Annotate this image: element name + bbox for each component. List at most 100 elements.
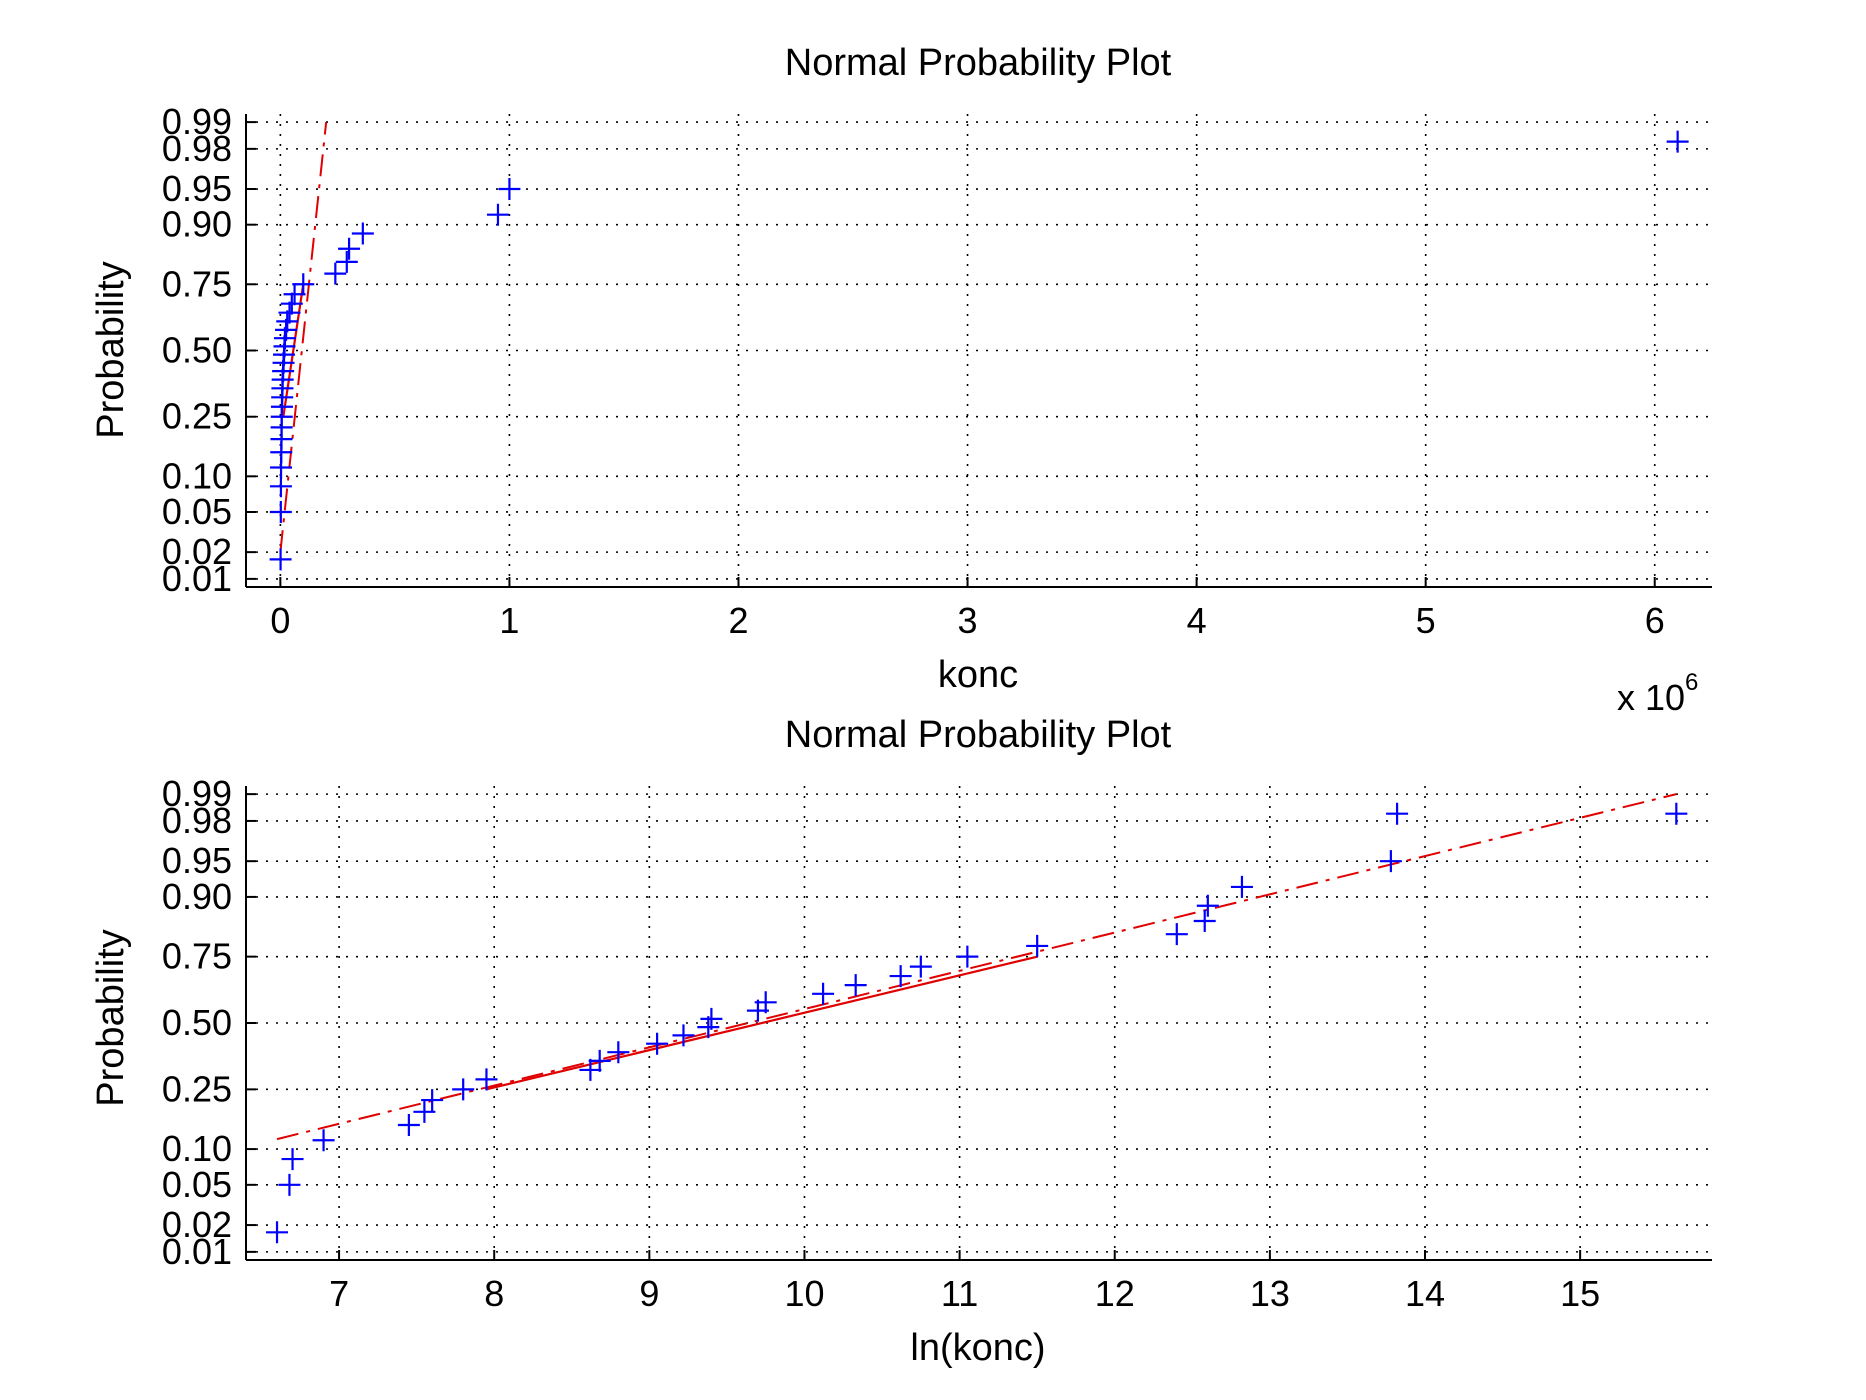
top-plot-y-tick-label: 0.95 <box>162 168 232 209</box>
top-plot-x-multiplier: x 106 <box>1617 669 1698 718</box>
x-multiplier-base: x 10 <box>1617 677 1685 718</box>
bottom-plot-y-tick-label: 0.95 <box>162 840 232 881</box>
top-plot-data-point <box>486 203 509 226</box>
top-plot-data-point <box>351 222 374 245</box>
bottom-plot-x-tick-label: 12 <box>1095 1273 1135 1314</box>
bottom-plot-data-point <box>1230 875 1253 898</box>
top-plot-data-point <box>275 318 298 341</box>
bottom-plot-y-tick-label: 0.90 <box>162 876 232 917</box>
bottom-plot-data-point <box>421 1089 444 1112</box>
top-plot-x-tick-label: 6 <box>1645 600 1665 641</box>
top-plot-data-point <box>292 273 315 296</box>
top-plot-title: Normal Probability Plot <box>785 42 1172 84</box>
top-plot-x-tick-labels: 0 1 2 3 4 5 6 <box>270 600 1664 641</box>
bottom-plot-grid <box>246 786 1712 1260</box>
top-plot-data-point <box>283 283 306 306</box>
bottom-plot-y-tick-label: 0.75 <box>162 936 232 977</box>
top-plot-x-tick-label: 3 <box>958 600 978 641</box>
bottom-plot-data-point <box>672 1024 695 1047</box>
top-plot-y-tick-label: 0.02 <box>162 531 232 572</box>
top-plot-data-point <box>498 178 521 201</box>
bottom-plot-axes <box>245 786 1712 1261</box>
bottom-plot-data-point <box>1665 802 1688 825</box>
top-plot-y-tick-label: 0.10 <box>162 455 232 496</box>
top-plot-data-point <box>338 237 361 260</box>
bottom-plot-data-point <box>646 1032 669 1055</box>
bottom-plot-data-point <box>312 1129 335 1152</box>
bottom-plot-data-point <box>413 1100 436 1123</box>
bottom-plot-data-point <box>754 991 777 1014</box>
bottom-plot-y-axis-label: Probability <box>90 929 132 1106</box>
bottom-plot-y-tick-label: 0.25 <box>162 1068 232 1109</box>
bottom-plot-data-point <box>1386 802 1409 825</box>
bottom-plot-x-tick-label: 9 <box>639 1273 659 1314</box>
top-plot-data-point <box>324 262 347 285</box>
top-plot-x-tick-label: 4 <box>1187 600 1207 641</box>
bottom-plot-data-point <box>889 965 912 988</box>
bottom-plot-x-tick-label: 8 <box>484 1273 504 1314</box>
top-plot-data-point <box>269 500 292 523</box>
bottom-plot-data-point <box>475 1068 498 1091</box>
bottom-plot-data-point <box>278 1173 301 1196</box>
top-plot-data-point <box>269 475 292 498</box>
bottom-plot-title: Normal Probability Plot <box>785 714 1172 756</box>
top-plot-fit-line-dashed <box>279 122 328 553</box>
bottom-plot-x-axis-label: ln(konc) <box>910 1327 1045 1369</box>
top-plot-data-point <box>278 301 301 324</box>
top-plot-axes <box>245 114 1712 588</box>
bottom-plot-x-tick-label: 13 <box>1250 1273 1290 1314</box>
bottom-plot-data-point <box>1026 934 1049 957</box>
bottom-plot-y-tick-label: 0.98 <box>162 800 232 841</box>
top-plot-data-point <box>335 250 358 273</box>
bottom-plot-fit-line-dashed <box>276 793 1677 1141</box>
top-plot-y-tick-label: 0.05 <box>162 491 232 532</box>
top-plot-data-point <box>276 310 299 333</box>
top-plot-y-tick-label: 0.01 <box>162 558 232 599</box>
bottom-plot-data-point <box>700 1007 723 1030</box>
bottom-plot-data-point <box>452 1078 475 1101</box>
top-plot-grid <box>246 114 1712 587</box>
top-plot-y-axis-label: Probability <box>90 261 132 438</box>
top-plot-y-tick-label: 0.25 <box>162 396 232 437</box>
top-plot-y-tick-label: 0.75 <box>162 263 232 304</box>
top-plot-data-point <box>280 292 303 315</box>
top-plot-x-tick-label: 0 <box>270 600 290 641</box>
top-plot-data-point <box>269 548 292 571</box>
top-plot-fit-line <box>279 122 328 553</box>
top-plot-y-tick-labels: 0.010.020.050.10 0.25 0.50 0.75 0.900.950.98… <box>162 101 232 599</box>
bottom-plot-y-tick-label: 0.05 <box>162 1164 232 1205</box>
top-plot-x-tick-label: 2 <box>728 600 748 641</box>
bottom-plot-panel: Normal Probability Plot 7 8 9 10 11 12 13 14 15 … <box>90 714 1712 1369</box>
bottom-plot-fit-line-solid <box>486 955 1038 1091</box>
top-plot-y-tick-label: 0.50 <box>162 330 232 371</box>
top-plot-markers <box>269 130 1689 571</box>
bottom-plot-x-tick-labels: 7 8 9 10 11 12 13 14 15 <box>329 1273 1600 1314</box>
bottom-plot-data-point <box>588 1049 611 1072</box>
bottom-plot-y-tick-label: 0.10 <box>162 1128 232 1169</box>
bottom-plot-data-point <box>909 955 932 978</box>
x-multiplier-exponent: 6 <box>1685 669 1698 696</box>
bottom-plot-y-tick-label: 0.02 <box>162 1204 232 1245</box>
bottom-plot-data-point <box>579 1058 602 1081</box>
bottom-plot-data-point <box>844 974 867 997</box>
top-plot-y-tick-label: 0.98 <box>162 128 232 169</box>
top-plot-data-point <box>1666 130 1689 153</box>
top-plot-y-tick-label: 0.99 <box>162 101 232 142</box>
bottom-plot-data-point <box>812 982 835 1005</box>
top-plot-panel: Normal Probability Plot 0 1 2 3 4 5 6 0.010.02… <box>90 42 1712 718</box>
bottom-plot-x-tick-label: 10 <box>784 1273 824 1314</box>
top-plot-x-tick-label: 5 <box>1416 600 1436 641</box>
bottom-plot-data-point <box>266 1221 289 1244</box>
bottom-plot-data-point <box>1379 850 1402 873</box>
bottom-plot-data-point <box>281 1148 304 1171</box>
top-plot-x-tick-label: 1 <box>499 600 519 641</box>
bottom-plot-markers <box>266 802 1688 1244</box>
bottom-plot-x-tick-label: 14 <box>1405 1273 1445 1314</box>
bottom-plot-data-point <box>956 945 979 968</box>
bottom-plot-data-point <box>1196 894 1219 917</box>
bottom-plot-y-tick-labels: 0.010.020.050.10 0.25 0.50 0.75 0.900.950.98… <box>162 773 232 1272</box>
bottom-plot-data-point <box>607 1041 630 1064</box>
top-plot-fit-line-solid <box>282 284 305 417</box>
bottom-plot-x-tick-label: 7 <box>329 1273 349 1314</box>
